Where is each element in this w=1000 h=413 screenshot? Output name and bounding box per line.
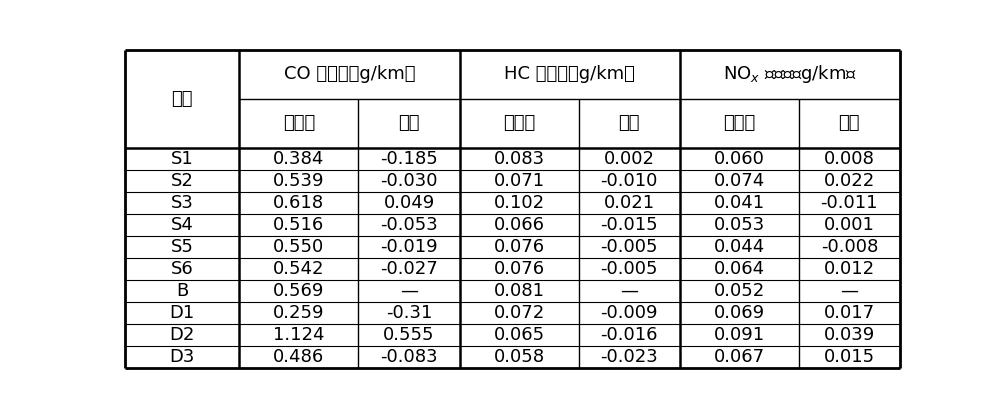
Text: 0.058: 0.058 <box>494 348 545 366</box>
Text: -0.027: -0.027 <box>380 260 438 278</box>
Text: S6: S6 <box>171 260 194 278</box>
Text: 0.069: 0.069 <box>714 304 765 322</box>
Text: 0.066: 0.066 <box>494 216 545 234</box>
Text: 0.065: 0.065 <box>494 326 545 344</box>
Text: -0.009: -0.009 <box>600 304 658 322</box>
Text: 测量值: 测量值 <box>723 114 755 133</box>
Text: S4: S4 <box>171 216 194 234</box>
Text: -0.185: -0.185 <box>380 150 438 168</box>
Text: 0.091: 0.091 <box>714 326 765 344</box>
Text: -0.015: -0.015 <box>600 216 658 234</box>
Text: 0.052: 0.052 <box>714 282 765 300</box>
Text: 0.039: 0.039 <box>824 326 875 344</box>
Text: HC 排放值（g/km）: HC 排放值（g/km） <box>504 65 635 83</box>
Text: 0.486: 0.486 <box>273 348 325 366</box>
Text: 0.017: 0.017 <box>824 304 875 322</box>
Text: 差值: 差值 <box>398 114 420 133</box>
Text: -0.023: -0.023 <box>600 348 658 366</box>
Text: 0.041: 0.041 <box>714 194 765 212</box>
Text: D2: D2 <box>170 326 195 344</box>
Text: -0.019: -0.019 <box>380 238 438 256</box>
Text: S2: S2 <box>171 172 194 190</box>
Text: —: — <box>400 282 418 300</box>
Text: -0.016: -0.016 <box>600 326 658 344</box>
Text: 0.569: 0.569 <box>273 282 325 300</box>
Text: 0.001: 0.001 <box>824 216 875 234</box>
Text: -0.010: -0.010 <box>601 172 658 190</box>
Text: -0.005: -0.005 <box>600 260 658 278</box>
Text: 0.539: 0.539 <box>273 172 325 190</box>
Text: 0.102: 0.102 <box>494 194 545 212</box>
Text: 0.618: 0.618 <box>273 194 324 212</box>
Text: 0.012: 0.012 <box>824 260 875 278</box>
Text: 0.083: 0.083 <box>494 150 545 168</box>
Text: 0.074: 0.074 <box>714 172 765 190</box>
Text: 0.071: 0.071 <box>494 172 545 190</box>
Text: S3: S3 <box>171 194 194 212</box>
Text: 0.384: 0.384 <box>273 150 325 168</box>
Text: 0.067: 0.067 <box>714 348 765 366</box>
Text: 0.044: 0.044 <box>714 238 765 256</box>
Text: 0.008: 0.008 <box>824 150 875 168</box>
Text: 0.076: 0.076 <box>494 238 545 256</box>
Text: -0.008: -0.008 <box>821 238 878 256</box>
Text: 0.259: 0.259 <box>273 304 325 322</box>
Text: 0.049: 0.049 <box>383 194 435 212</box>
Text: CO 排放值（g/km）: CO 排放值（g/km） <box>284 65 415 83</box>
Text: 0.072: 0.072 <box>493 304 545 322</box>
Text: -0.011: -0.011 <box>821 194 878 212</box>
Text: —: — <box>840 282 858 300</box>
Text: 测量值: 测量值 <box>283 114 315 133</box>
Text: 0.516: 0.516 <box>273 216 325 234</box>
Text: 0.060: 0.060 <box>714 150 765 168</box>
Text: 0.542: 0.542 <box>273 260 325 278</box>
Text: 0.002: 0.002 <box>604 150 655 168</box>
Text: 测量值: 测量值 <box>503 114 535 133</box>
Text: 0.021: 0.021 <box>604 194 655 212</box>
Text: B: B <box>176 282 188 300</box>
Text: 样品: 样品 <box>171 90 193 108</box>
Text: 0.081: 0.081 <box>494 282 545 300</box>
Text: -0.053: -0.053 <box>380 216 438 234</box>
Text: 0.015: 0.015 <box>824 348 875 366</box>
Text: S1: S1 <box>171 150 194 168</box>
Text: 0.064: 0.064 <box>714 260 765 278</box>
Text: 差值: 差值 <box>839 114 860 133</box>
Text: 0.053: 0.053 <box>714 216 765 234</box>
Text: 差值: 差值 <box>618 114 640 133</box>
Text: -0.31: -0.31 <box>386 304 432 322</box>
Text: —: — <box>620 282 638 300</box>
Text: -0.030: -0.030 <box>380 172 438 190</box>
Text: 0.076: 0.076 <box>494 260 545 278</box>
Text: 0.550: 0.550 <box>273 238 325 256</box>
Text: 1.124: 1.124 <box>273 326 325 344</box>
Text: S5: S5 <box>171 238 194 256</box>
Text: 0.555: 0.555 <box>383 326 435 344</box>
Text: NO$_x$ 排放值（g/km）: NO$_x$ 排放值（g/km） <box>723 63 857 85</box>
Text: D1: D1 <box>170 304 195 322</box>
Text: 0.022: 0.022 <box>824 172 875 190</box>
Text: -0.083: -0.083 <box>380 348 438 366</box>
Text: D3: D3 <box>170 348 195 366</box>
Text: -0.005: -0.005 <box>600 238 658 256</box>
